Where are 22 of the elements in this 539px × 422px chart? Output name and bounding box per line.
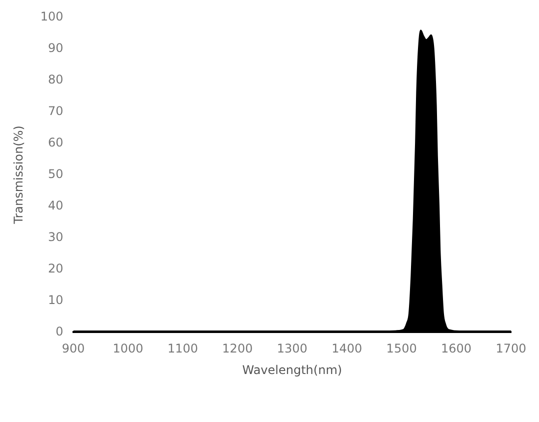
y-tick-label: 100	[40, 9, 64, 24]
y-tick-label: 0	[56, 324, 64, 338]
y-tick-label: 60	[48, 135, 64, 150]
x-tick-label: 1400	[332, 342, 362, 356]
y-tick-label: 20	[48, 261, 64, 276]
x-tick-label: 1700	[496, 342, 526, 356]
x-tick-label: 1100	[167, 342, 198, 356]
x-tick-label: 900	[62, 342, 85, 356]
y-tick-label: 70	[48, 104, 64, 118]
x-tick-label: 1500	[386, 342, 417, 356]
y-tick-label: 10	[48, 292, 64, 307]
y-tick-label: 90	[48, 40, 64, 55]
x-tick-label: 1600	[441, 342, 472, 356]
x-tick-label: 1200	[222, 342, 253, 356]
x-tick-label: 1300	[276, 342, 308, 356]
y-tick-label: 30	[48, 230, 64, 244]
y-axis-title: Transmission(%)	[11, 126, 26, 225]
y-tick-label: 50	[48, 166, 64, 181]
y-tick-label: 40	[48, 198, 64, 212]
x-tick-label: 1000	[112, 342, 144, 356]
x-axis-title: Wavelength(nm)	[242, 362, 342, 377]
y-tick-label: 80	[48, 72, 64, 86]
